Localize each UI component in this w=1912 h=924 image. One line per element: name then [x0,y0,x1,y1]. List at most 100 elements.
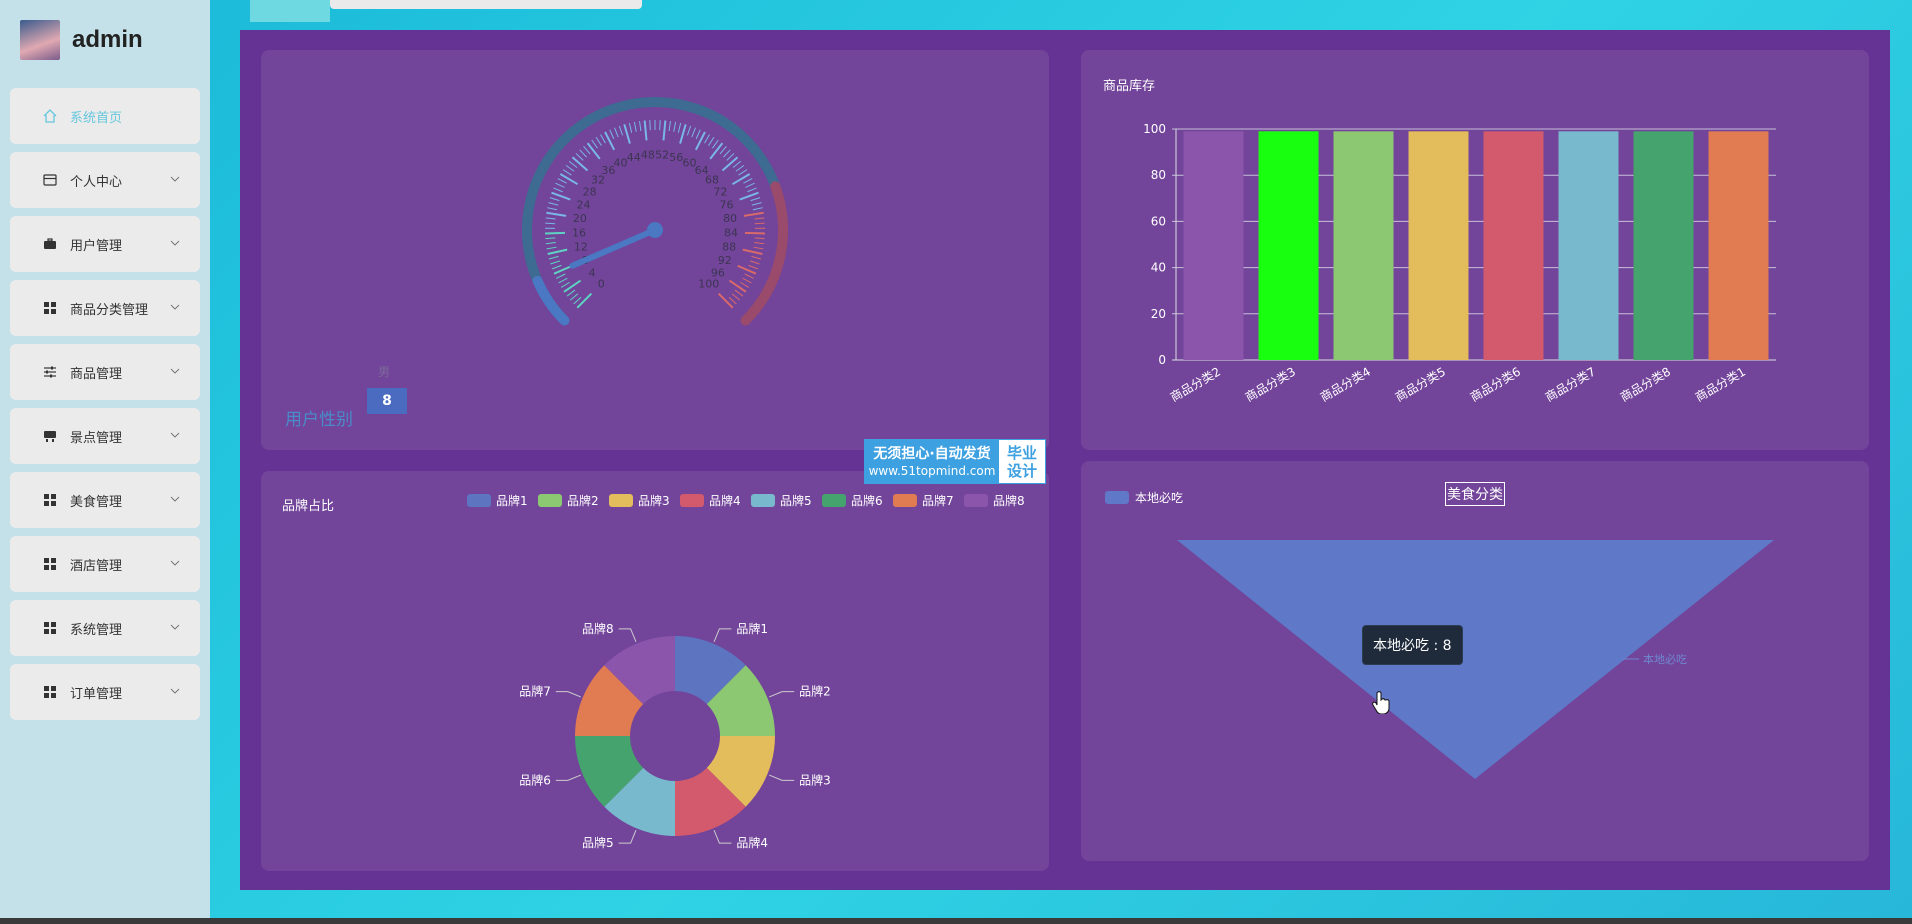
pie-legend-swatch [751,494,775,507]
pie-legend-label: 品牌6 [851,494,883,508]
pie-legend-label: 品牌7 [922,494,954,508]
bar-mark [1633,131,1694,360]
gauge-tick-label: 36 [601,164,615,177]
gauge-tick [695,129,701,140]
gauge-tick [618,125,624,136]
sidebar-item-5[interactable]: 景点管理 [10,408,200,464]
sidebar-item-6[interactable]: 美食管理 [10,472,200,528]
window-bottom-edge [0,918,1912,924]
sidebar-item-7[interactable]: 酒店管理 [10,536,200,592]
watermark-ad[interactable]: 无须担心·自动发货 www.51topmind.com 毕业设计 [864,439,1046,484]
chevron-down-icon [170,621,180,631]
dashboard-main: 0481216202428323640444852566064687276808… [240,30,1890,890]
bar-xtick-label: 商品分类4 [1317,364,1373,405]
gauge-progress-arc [532,275,570,326]
gauge-tick [548,202,559,206]
funnel-legend-swatch [1105,491,1129,504]
gauge-tick [633,121,637,132]
gauge-tick [748,264,759,270]
gauge-tick [600,134,606,144]
pie-label-line [769,774,795,781]
gauge-tick [732,160,742,168]
gauge-tick [728,279,747,293]
funnel-segment-label: 本地必吃 [1643,652,1687,666]
gauge-tick [754,242,765,245]
gauge-tick [643,120,648,141]
bar-mark [1408,131,1469,360]
chevron-down-icon [170,365,180,375]
pie-slice-label: 品牌7 [519,685,551,699]
username: admin [72,26,143,53]
gauge-tick [753,246,764,250]
food-funnel-panel: 本地必吃 美食分类 本地必吃 [1081,461,1869,861]
gauge-tick-label: 20 [573,212,587,225]
gauge-tick-label: 64 [695,164,709,177]
pie-slice-label: 品牌8 [582,622,614,636]
pie-slice [675,636,746,705]
gauge-tick [628,122,633,133]
gauge-tick [545,222,556,225]
gauge-tick [569,293,579,301]
gender-gauge-panel: 0481216202428323640444852566064687276808… [261,50,1049,450]
sidebar-item-label: 系统管理 [70,622,123,638]
gauge-tick-label: 56 [669,151,683,164]
briefcase-icon [42,236,58,252]
bar-xtick-label: 商品分类6 [1467,364,1523,405]
grid-icon [42,620,58,636]
pie-slice [706,665,775,736]
sidebar-item-4[interactable]: 商品管理 [10,344,200,400]
chevron-down-icon [170,429,180,439]
pie-label-line [555,691,581,698]
gauge-tick [717,292,734,309]
gauge-tick-label: 72 [713,185,727,198]
brand-pie-chart: 品牌1 品牌2 品牌3 品牌4 品牌5 品牌6 品牌7 品牌8 品牌1 品牌2 品牌3 品牌4 品牌5 品… [467,494,1025,850]
gauge-tick [731,173,751,186]
gauge-tick [583,146,591,155]
top-tab-strip[interactable] [250,0,330,22]
sidebar-item-label: 酒店管理 [70,558,123,574]
gauge-tick [744,231,765,235]
home-icon [42,108,58,124]
sidebar-item-1[interactable]: 个人中心 [10,152,200,208]
card-icon [42,172,58,188]
pie-label-line [618,628,637,642]
chevron-down-icon [170,493,180,503]
gauge-tick [721,156,739,172]
sidebar: admin 系统首页个人中心用户管理商品分类管理 商品管理景点管理美食管理酒店管理… [0,0,210,924]
gauge-tick [754,217,765,220]
gauge-tick [565,164,575,172]
pie-label-line [618,830,637,844]
pie-chart-title: 品牌占比 [282,499,335,514]
gauge-tick [744,273,755,279]
gauge-tick [558,277,568,284]
pie-slice-label: 品牌2 [799,685,831,699]
sidebar-item-3[interactable]: 商品分类管理 [10,280,200,336]
gauge-tick [738,169,748,176]
avatar[interactable] [20,20,60,60]
watermark-right: 毕业设计 [1006,443,1037,480]
sidebar-item-2[interactable]: 用户管理 [10,216,200,272]
gauge-tick [546,246,557,250]
brand-pie-panel: 品牌占比 品牌1 品牌2 品牌3 品牌4 品牌5 品牌6 品牌7 品牌8 品牌1 品牌2 品牌3 品牌… [261,471,1049,871]
funnel-title: 美食分类 [1447,486,1503,503]
gauge-tick [743,211,764,217]
funnel-legend-label: 本地必吃 [1135,491,1183,505]
sidebar-item-8[interactable]: 系统管理 [10,600,200,656]
bar-xtick-label: 商品分类3 [1242,364,1298,405]
pie-label-line [555,774,581,781]
user-profile: admin [20,20,143,60]
gauge-tick [694,131,706,151]
gauge-tick-label: 52 [655,148,669,161]
gauge-tick [731,293,741,301]
chevron-down-icon [170,301,180,311]
bar-mark [1183,131,1244,360]
gauge-tick [673,121,677,132]
gauge-tick [595,136,602,146]
watermark-line2: www.51topmind.com [868,463,996,478]
gauge-tick [553,264,573,275]
sidebar-item-9[interactable]: 订单管理 [10,664,200,720]
sidebar-item-0[interactable]: 系统首页 [10,88,200,144]
gauge-tick [704,134,710,144]
gauge-tick [579,149,587,158]
